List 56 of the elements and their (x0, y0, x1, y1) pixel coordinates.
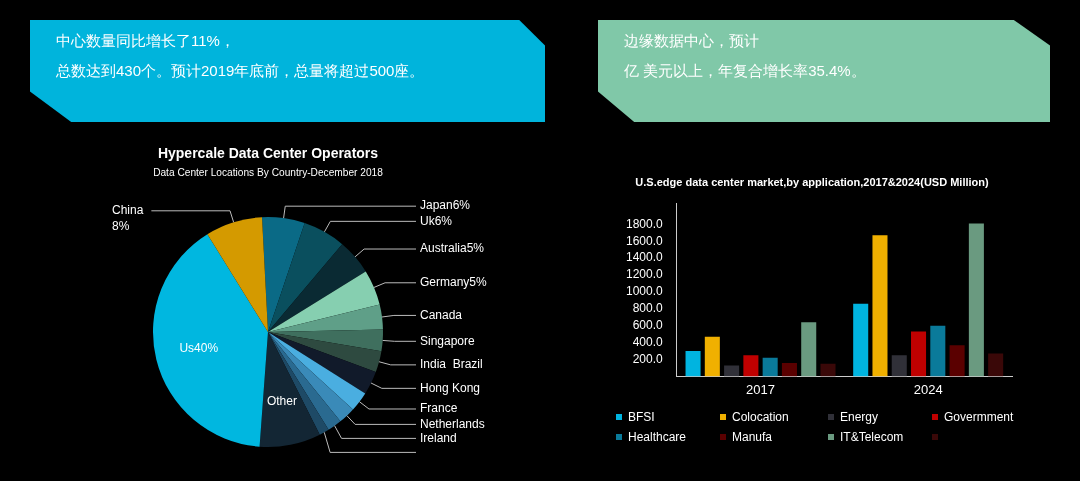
bar (930, 325, 946, 377)
legend-label: BFSI (628, 410, 655, 424)
chart-subtitle: Data Center Locations By Country-December 2018 (153, 166, 383, 179)
y-tick-label: 800.0 (632, 301, 664, 316)
slice-label: France (420, 401, 458, 416)
chart-title: Hypercale Data Center Operators (157, 145, 379, 162)
bar (743, 355, 759, 377)
y-tick-label: 400.0 (632, 334, 664, 349)
y-tick-label: 600.0 (632, 318, 664, 333)
legend-label: Govermment (944, 410, 1014, 424)
bar (891, 355, 907, 377)
slice-label: Us40% (179, 341, 219, 356)
legend-label: Healthcare (628, 430, 687, 444)
bar (704, 336, 720, 377)
bar (968, 223, 984, 377)
x-tick-label: 2017 (746, 381, 775, 397)
y-tick-label: 1800.0 (626, 216, 664, 231)
slice-label: Australia5% (420, 241, 485, 256)
y-tick-label: 1000.0 (626, 284, 664, 299)
slice-label: Hong Kong (420, 380, 481, 395)
legend-label: Energy (840, 410, 879, 424)
y-tick-label: 1400.0 (626, 250, 664, 265)
y-tick-label: 200.0 (632, 351, 664, 366)
slice-label: China (112, 203, 144, 218)
y-tick-label: 1600.0 (626, 233, 664, 248)
legend-label: IT&Telecom (840, 430, 904, 444)
bar (853, 303, 869, 377)
slice-label: India Brazil (420, 357, 483, 372)
legend-label: Colocation (732, 410, 789, 424)
slice-label: Netherlands (420, 416, 485, 431)
bar (724, 365, 740, 377)
bar (781, 362, 797, 377)
text: 中心数量同比增长了11%， (56, 32, 235, 51)
bar (988, 353, 1004, 377)
bar (820, 363, 836, 377)
slice-label: Other (266, 394, 297, 409)
bar (911, 331, 927, 377)
text: 亿 美元以上，年复合增长率35.4%。 (624, 62, 866, 81)
x-tick-label: 2024 (913, 381, 943, 397)
bar (949, 345, 965, 377)
slice-label: Japan6% (420, 198, 471, 213)
bar (801, 322, 817, 377)
bar (872, 235, 888, 377)
legend-label: Manufa (732, 430, 773, 444)
slice-label: Ireland (420, 430, 457, 445)
bar (762, 357, 778, 377)
slice-label: Singapore (420, 333, 476, 348)
data-label: 8% (112, 219, 130, 234)
bar (685, 351, 701, 377)
chart-title: U.S.edge data center market,by application,2017&2024(USD Million) (635, 175, 989, 188)
slice-label: Canada (420, 307, 463, 322)
text: 总数达到430个。预计2019年底前，总量将超过500座。 (56, 62, 425, 81)
slice-label: Uk6% (420, 213, 453, 228)
text: 边缘数据中心，预计 (624, 32, 759, 51)
y-tick-label: 1200.0 (626, 267, 664, 282)
slice-label: Germany5% (420, 275, 488, 290)
